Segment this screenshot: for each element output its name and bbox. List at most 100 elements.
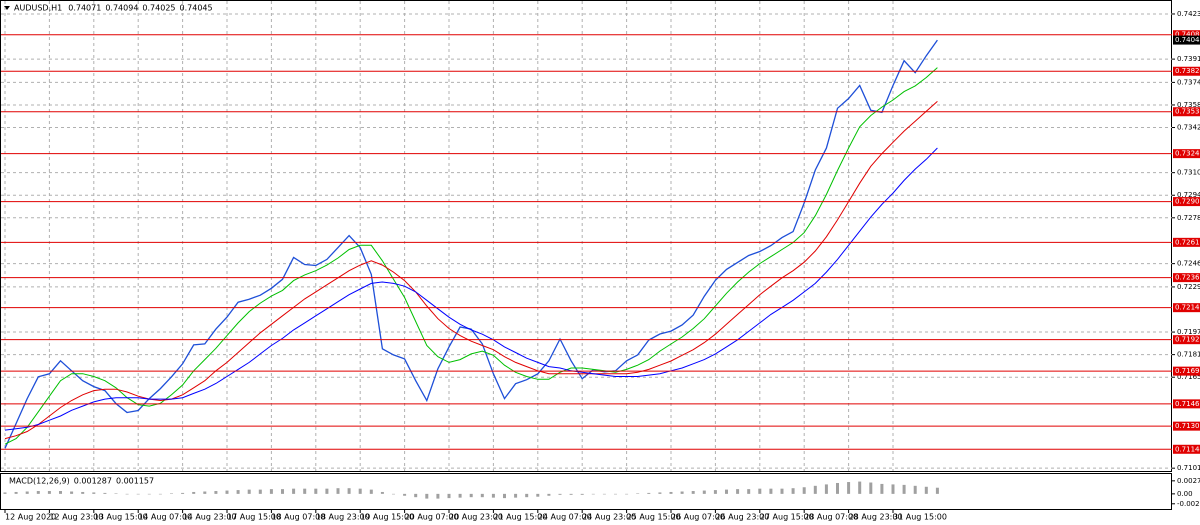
macd-bar [158, 493, 162, 495]
symbol: AUDUSD,H1 [14, 4, 62, 13]
level-label: 0.71308 [1175, 422, 1200, 430]
macd-bar [469, 493, 473, 498]
macd-bar [847, 482, 851, 494]
x-tick-label: 31 Aug 15:00 [893, 513, 947, 522]
macd-bar [192, 491, 196, 494]
macd-bar [269, 489, 273, 494]
macd-bar [514, 493, 518, 498]
level-tag [1173, 273, 1200, 283]
current-price-tag [1173, 35, 1200, 45]
macd-reading: 0.001157 [116, 477, 154, 486]
macd-bar [758, 488, 762, 494]
macd-bar [203, 491, 207, 494]
macd-bar [281, 489, 284, 494]
macd-bar [336, 488, 340, 494]
macd-bar [614, 493, 617, 495]
macd-bar [236, 490, 240, 494]
x-tick-label: 19 Aug 15:00 [360, 513, 414, 522]
macd-bar [780, 488, 784, 494]
macd-bar [225, 490, 229, 494]
macd-bar [392, 493, 395, 495]
macd-bar [725, 489, 728, 494]
level-label: 0.73537 [1175, 108, 1200, 116]
macd-bar [769, 488, 773, 494]
y-tick-label: 0.72785 [1177, 214, 1200, 222]
macd-bar [258, 489, 262, 494]
ohlc-value: 0.74025 [142, 4, 175, 13]
level-tag [1173, 237, 1200, 247]
level-label: 0.72361 [1175, 274, 1200, 282]
macd-bar [181, 492, 185, 494]
macd-bar [869, 482, 873, 494]
ohlc-value: 0.74071 [68, 4, 101, 13]
macd-bar [369, 489, 373, 494]
y-tick-label: -0.00210 [1177, 500, 1200, 508]
macd-bar [92, 492, 96, 494]
macd-bar [36, 491, 40, 494]
macd-bar [691, 491, 695, 494]
macd-bar [114, 493, 118, 494]
macd-bar [669, 491, 673, 494]
x-tick-label: 20 Aug 23:00 [449, 513, 503, 522]
macd-bar [25, 491, 29, 494]
macd-bar [414, 493, 418, 498]
x-tick-label: 24 Aug 07:00 [538, 513, 592, 522]
macd-bar [569, 493, 573, 495]
x-tick-label: 27 Aug 15:00 [760, 513, 814, 522]
x-tick-label: 12 Aug 2020 [5, 513, 56, 522]
y-tick-label: 0.73745 [1177, 78, 1200, 86]
x-tick-label: 14 Aug 23:00 [183, 513, 237, 522]
macd-bar [747, 489, 751, 494]
macd-bar [70, 491, 74, 494]
macd-bar [591, 493, 595, 495]
macd-bar [303, 488, 307, 494]
level-tag [1173, 399, 1200, 409]
x-tick-label: 24 Aug 23:00 [582, 513, 636, 522]
x-tick-label: 21 Aug 15:00 [493, 513, 547, 522]
y-tick-label: 0.73425 [1177, 124, 1200, 132]
macd-bar [558, 493, 562, 495]
macd-bar [503, 493, 506, 499]
macd-bar [547, 493, 551, 496]
macd-bar [625, 493, 629, 495]
macd-bar [125, 493, 129, 495]
macd-title: MACD(12,26,9) [9, 477, 70, 486]
ohlc-value: 0.74094 [105, 4, 138, 13]
price-line [4, 39, 938, 449]
level-tag [1173, 421, 1200, 431]
macd-bar [214, 491, 218, 494]
ohlc-value: 0.74045 [180, 4, 213, 13]
y-tick-label: 0.00 [1177, 490, 1193, 498]
macd-bar [136, 493, 140, 495]
macd-panel [0, 473, 1172, 510]
x-tick-label: 26 Aug 07:00 [671, 513, 725, 522]
x-tick-label: 28 Aug 23:00 [849, 513, 903, 522]
x-tick-label: 20 Aug 07:00 [405, 513, 459, 522]
current-price-label: 0.74045 [1175, 36, 1200, 44]
macd-bar [736, 489, 740, 494]
level-label: 0.72148 [1175, 304, 1200, 312]
macd-bar [81, 491, 85, 494]
macd-bar [680, 491, 684, 494]
x-tick-label: 26 Aug 23:00 [715, 513, 769, 522]
macd-bar [3, 492, 7, 494]
y-tick-label: 0.71655 [1177, 373, 1200, 381]
y-tick-label: 0.72945 [1177, 191, 1200, 199]
macd-bar [880, 483, 884, 494]
macd-bar [536, 493, 540, 497]
level-tag [1173, 30, 1200, 40]
macd-bar [913, 485, 917, 494]
x-tick-label: 12 Aug 23:00 [49, 513, 103, 522]
x-tick-label: 14 Aug 07:00 [138, 513, 192, 522]
macd-bar [891, 484, 895, 494]
level-tag [1173, 366, 1200, 376]
macd-bar [647, 492, 651, 494]
level-label: 0.74083 [1175, 31, 1200, 39]
macd-bar [791, 488, 795, 494]
macd-bar [580, 493, 584, 495]
level-label: 0.71698 [1175, 367, 1200, 375]
